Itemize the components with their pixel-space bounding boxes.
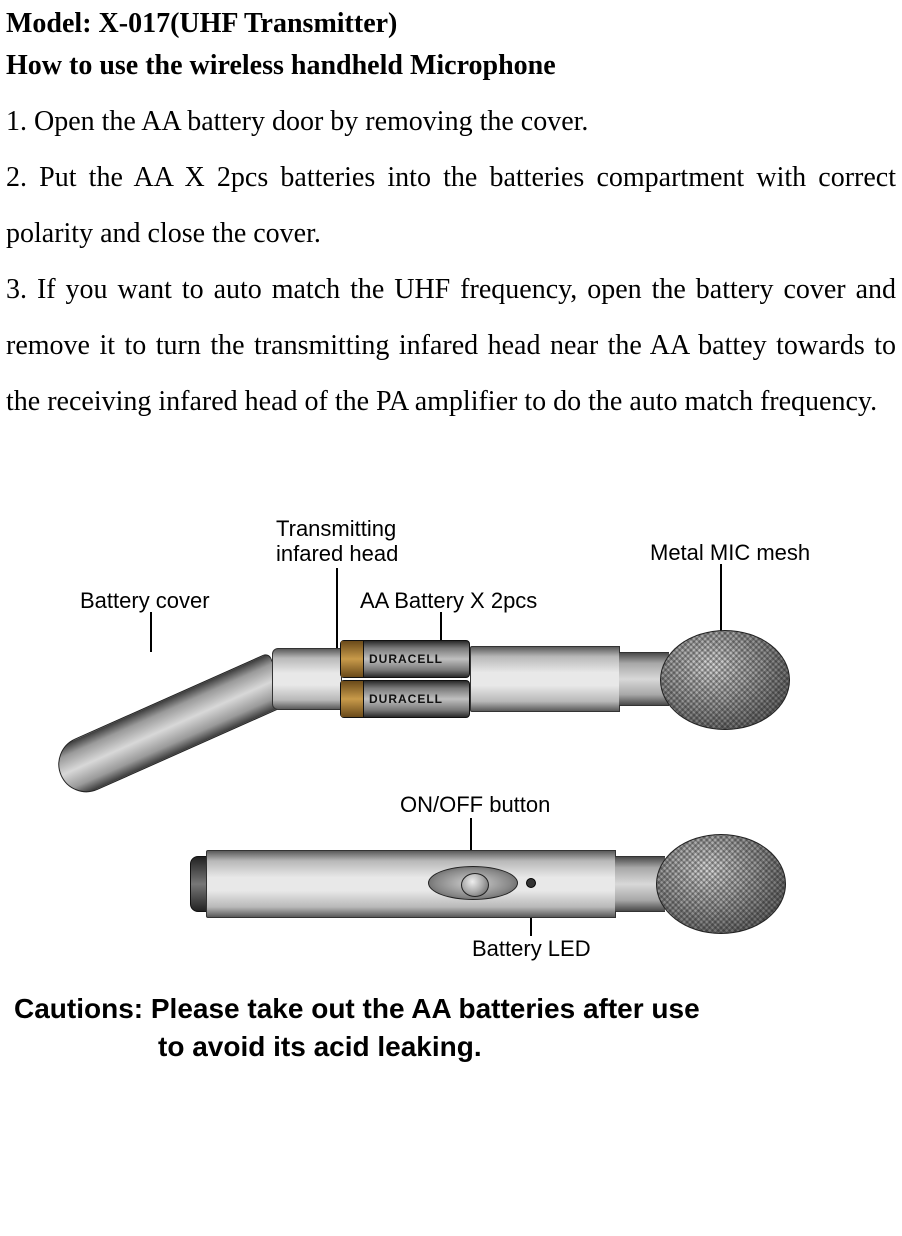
mic-body-front — [470, 646, 620, 712]
aa-battery-illustration — [340, 640, 470, 678]
battery-led-illustration — [526, 878, 536, 888]
mic-body-closed — [206, 850, 616, 918]
label-battery-cover: Battery cover — [80, 588, 210, 613]
label-transmitting-line2: infared head — [276, 541, 398, 566]
section-heading: How to use the wireless handheld Microph… — [0, 50, 902, 94]
battery-cover-illustration — [49, 652, 291, 801]
pointer-line — [336, 568, 338, 652]
aa-battery-illustration — [340, 680, 470, 718]
instruction-step-2: 2. Put the AA X 2pcs batteries into the … — [0, 150, 902, 262]
mic-handle-rear — [272, 648, 342, 710]
pointer-line — [720, 564, 722, 640]
mic-mesh-illustration — [660, 630, 790, 730]
microphone-diagram: Battery cover Transmitting infared head … — [0, 480, 902, 980]
label-metal-mic-mesh: Metal MIC mesh — [650, 540, 810, 565]
label-transmitting-line1: Transmitting — [276, 516, 396, 541]
cautions-line2: to avoid its acid leaking. — [14, 1031, 482, 1062]
mic-mesh-illustration — [656, 834, 786, 934]
onoff-button-illustration — [428, 866, 518, 900]
label-onoff-button: ON/OFF button — [400, 792, 550, 817]
model-title: Model: X-017(UHF Transmitter) — [0, 8, 902, 50]
instruction-step-1: 1. Open the AA battery door by removing … — [0, 94, 902, 150]
label-battery-led: Battery LED — [472, 936, 591, 961]
cautions-text: Cautions: Please take out the AA batteri… — [0, 990, 902, 1066]
pointer-line — [150, 612, 152, 652]
label-aa-battery: AA Battery X 2pcs — [360, 588, 537, 613]
cautions-line1: Cautions: Please take out the AA batteri… — [14, 993, 700, 1024]
instruction-step-3: 3. If you want to auto match the UHF fre… — [0, 262, 902, 430]
label-transmitting-infared-head: Transmitting infared head — [276, 516, 398, 567]
